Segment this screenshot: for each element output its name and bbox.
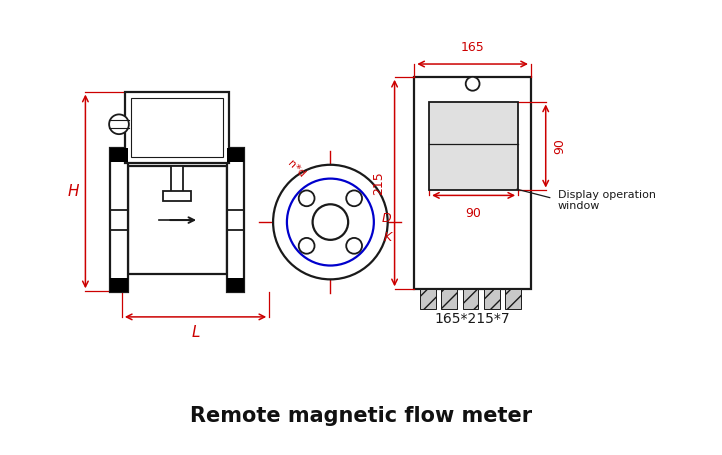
Text: n*d: n*d	[285, 158, 306, 179]
Bar	[441, 289, 457, 309]
Bar	[484, 289, 500, 309]
Bar	[414, 77, 531, 289]
Bar	[420, 289, 436, 309]
Bar	[131, 98, 222, 157]
Bar	[463, 289, 479, 309]
Circle shape	[273, 165, 388, 279]
Bar	[163, 192, 191, 201]
Circle shape	[313, 204, 348, 240]
Text: K: K	[383, 232, 391, 244]
Bar	[227, 148, 245, 162]
Text: H: H	[68, 184, 79, 199]
Circle shape	[299, 238, 315, 254]
Bar	[505, 289, 521, 309]
Text: 215: 215	[372, 171, 385, 195]
Bar	[110, 148, 128, 162]
Bar	[128, 166, 227, 274]
Circle shape	[347, 238, 362, 254]
Circle shape	[347, 190, 362, 206]
Bar	[171, 166, 183, 193]
Text: Display operation
window: Display operation window	[557, 190, 656, 211]
Bar	[227, 148, 245, 292]
Text: L: L	[191, 325, 200, 340]
Text: 165: 165	[461, 41, 484, 54]
Bar	[125, 91, 229, 163]
Circle shape	[466, 77, 479, 91]
Bar	[429, 101, 518, 191]
Text: D: D	[382, 212, 391, 225]
Bar	[110, 278, 128, 292]
Text: 165*215*7: 165*215*7	[435, 312, 510, 326]
Circle shape	[109, 114, 129, 134]
Text: 90: 90	[466, 207, 482, 220]
Text: 90: 90	[554, 138, 567, 154]
Bar	[227, 278, 245, 292]
Bar	[110, 148, 128, 292]
Text: Remote magnetic flow meter: Remote magnetic flow meter	[190, 406, 532, 426]
Circle shape	[299, 190, 315, 206]
